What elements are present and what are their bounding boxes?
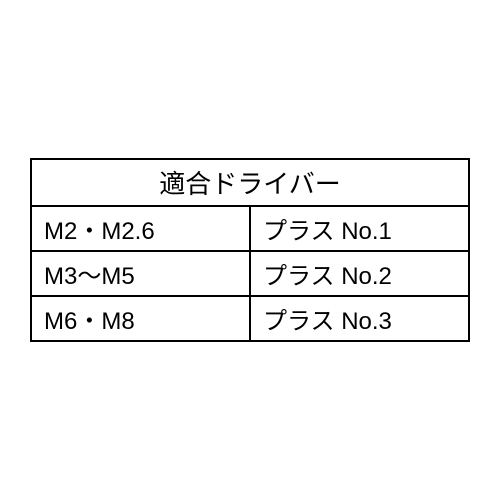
driver-cell: プラス No.2 [250, 251, 469, 296]
table-header: 適合ドライバー [31, 159, 469, 206]
table-header-row: 適合ドライバー [31, 159, 469, 206]
driver-compatibility-table: 適合ドライバー M2・M2.6 プラス No.1 M3〜M5 プラス No.2 … [30, 158, 470, 342]
table-row: M3〜M5 プラス No.2 [31, 251, 469, 296]
driver-cell: プラス No.3 [250, 296, 469, 341]
driver-table-container: 適合ドライバー M2・M2.6 プラス No.1 M3〜M5 プラス No.2 … [30, 158, 470, 342]
size-cell: M2・M2.6 [31, 206, 250, 251]
table-row: M6・M8 プラス No.3 [31, 296, 469, 341]
driver-cell: プラス No.1 [250, 206, 469, 251]
table-row: M2・M2.6 プラス No.1 [31, 206, 469, 251]
size-cell: M3〜M5 [31, 251, 250, 296]
size-cell: M6・M8 [31, 296, 250, 341]
